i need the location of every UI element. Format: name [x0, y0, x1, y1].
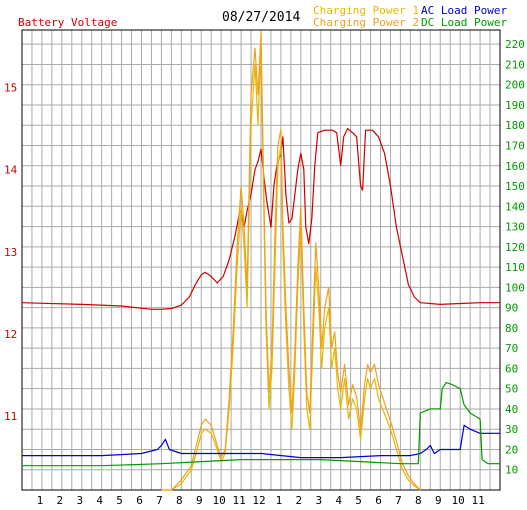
right-axis-tick-label: 90 [505, 302, 518, 315]
right-axis-tick-label: 170 [505, 140, 525, 153]
left-axis-tick-label: 12 [4, 328, 17, 341]
x-tick-label: 7 [395, 494, 402, 507]
legend-charging-power-2: Charging Power 2 [313, 16, 419, 29]
series-line-charging-power-1 [161, 43, 421, 491]
x-tick-label: 3 [315, 494, 322, 507]
x-tick-label: 6 [375, 494, 382, 507]
right-axis-tick-label: 40 [505, 403, 518, 416]
legend-ac-load-power: AC Load Power [421, 4, 508, 17]
x-tick-label: 3 [76, 494, 83, 507]
x-tick-label: 4 [335, 494, 342, 507]
right-axis-tick-label: 30 [505, 423, 518, 436]
x-tick-label: 10 [452, 494, 465, 507]
x-tick-label: 2 [296, 494, 303, 507]
series-line-ac-load-power [22, 424, 500, 459]
left-axis-tick-label: 15 [4, 82, 17, 95]
series-line-battery-voltage [21, 128, 500, 310]
x-tick-label: 9 [196, 494, 203, 507]
x-tick-label: 2 [57, 494, 64, 507]
right-axis-tick-label: 180 [505, 119, 525, 132]
right-axis-tick-label: 220 [505, 38, 525, 51]
chart-title: 08/27/2014 [222, 10, 301, 25]
x-tick-label: 6 [136, 494, 143, 507]
right-axis-tick-label: 130 [505, 221, 525, 234]
right-axis-tick-label: 210 [505, 58, 525, 71]
right-axis-tick-label: 110 [505, 261, 525, 274]
right-axis-tick-label: 60 [505, 362, 518, 375]
right-axis-tick-label: 150 [505, 180, 525, 193]
x-tick-label: 5 [355, 494, 362, 507]
x-tick-label: 8 [415, 494, 422, 507]
x-tick-label: 1 [276, 494, 283, 507]
right-axis-tick-label: 80 [505, 322, 518, 335]
plot-frame [21, 29, 501, 491]
right-axis-tick-label: 10 [505, 464, 518, 477]
right-axis-tick-label: 100 [505, 281, 525, 294]
x-tick-label: 4 [96, 494, 103, 507]
x-tick-label: 8 [176, 494, 183, 507]
x-tick-label: 5 [116, 494, 123, 507]
x-tick-label: 7 [156, 494, 163, 507]
right-axis-tick-label: 160 [505, 160, 525, 173]
right-axis-tick-label: 120 [505, 241, 525, 254]
left-axis-title: Battery Voltage [18, 16, 118, 29]
x-tick-label: 11 [232, 494, 245, 507]
x-tick-label: 9 [435, 494, 442, 507]
series-line-charging-power-2 [161, 31, 421, 491]
series-line-dc-load-power [22, 382, 500, 467]
right-axis-tick-label: 140 [505, 200, 525, 213]
legend-charging-power-1: Charging Power 1 [313, 4, 419, 17]
x-tick-label: 11 [471, 494, 484, 507]
right-axis-tick-label: 190 [505, 99, 525, 112]
right-axis-tick-label: 50 [505, 383, 518, 396]
left-axis-tick-label: 11 [4, 410, 17, 423]
x-tick-label: 10 [213, 494, 226, 507]
left-axis-tick-label: 13 [4, 246, 17, 259]
x-tick-label: 12 [252, 494, 265, 507]
left-axis-tick-label: 14 [4, 164, 18, 177]
legend-dc-load-power: DC Load Power [421, 16, 508, 29]
x-tick-label: 1 [37, 494, 44, 507]
right-axis-tick-label: 70 [505, 342, 518, 355]
right-axis-tick-label: 200 [505, 79, 525, 92]
right-axis-tick-label: 20 [505, 443, 518, 456]
